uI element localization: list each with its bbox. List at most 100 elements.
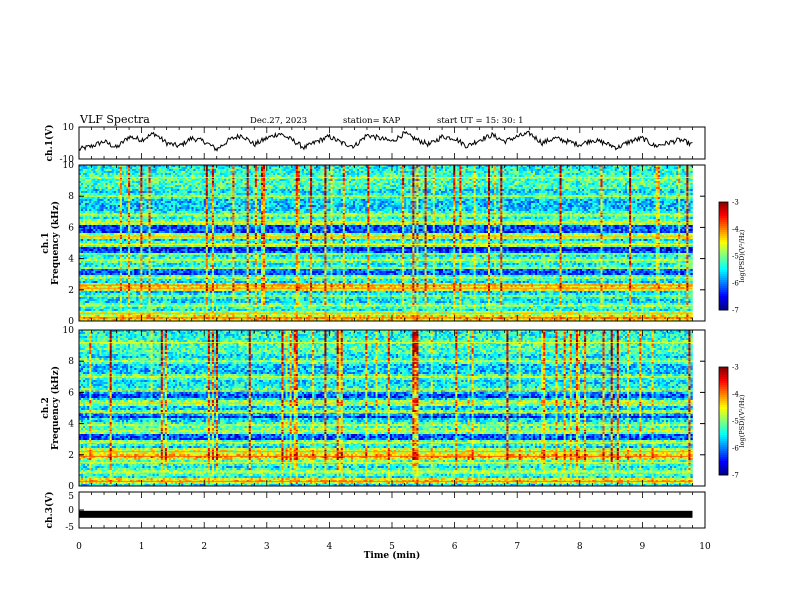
spectrogram-cell [637, 167, 639, 169]
spectrogram-cell [643, 167, 645, 169]
spectrogram-cell [598, 167, 600, 169]
spectrogram-cell [87, 167, 89, 169]
spectrogram-cell [402, 167, 404, 169]
spectrogram-cell [533, 167, 535, 169]
spectrogram-cell [120, 167, 122, 169]
spectrogram-cell [196, 167, 198, 169]
ch1-waveform-panel: 10 -10 ch.1(V) [44, 123, 705, 165]
ch1-ytick-top: 10 [63, 123, 75, 133]
spectrogram-cell [198, 167, 200, 169]
spectrogram-cell [656, 167, 658, 169]
spectrogram-cell [157, 167, 159, 169]
spectrogram-cell [513, 167, 515, 169]
spectrogram-cell [279, 167, 281, 169]
spectrogram-cell [371, 167, 373, 169]
spectrogram-cell [515, 167, 517, 169]
spectrogram-cell [537, 167, 539, 169]
spectrogram-cell [494, 167, 496, 169]
spectrogram-cell [99, 169, 101, 171]
station-label: station= KAP [343, 116, 401, 126]
spectrogram-cell [93, 169, 95, 171]
spectrogram-cell [234, 167, 236, 169]
spectrogram-cell [171, 167, 173, 169]
spectrogram-cell [635, 167, 637, 169]
spectrogram-cell [684, 167, 686, 169]
spectrogram-cell [134, 167, 136, 169]
spectrogram-cell [568, 167, 570, 169]
spectrogram-cell [159, 167, 161, 169]
spectrogram-cell [482, 167, 484, 169]
spectrogram-cell [570, 167, 572, 169]
spectrogram-cell [122, 167, 124, 169]
spectrogram-cell [222, 167, 224, 169]
spectrogram-cell [506, 167, 508, 169]
spectrogram-cell [349, 167, 351, 169]
spectrogram-cell [384, 167, 386, 169]
spectrogram-cell [175, 167, 177, 169]
spectrogram-cell [359, 167, 361, 169]
spectrogram-cell [208, 167, 210, 169]
spectrogram-cell [386, 167, 388, 169]
spectrogram-cell [627, 167, 629, 169]
spectrogram-cell [633, 167, 635, 169]
spectrogram-cell [302, 167, 304, 169]
spectrogram-cell [647, 167, 649, 169]
spectrogram-cell [455, 167, 457, 169]
spectrogram-cell [668, 167, 670, 169]
spectrogram-cell [249, 167, 251, 169]
spectrogram-cell [97, 169, 99, 171]
spectrogram-cell [584, 167, 586, 169]
spectrogram-cell [149, 169, 151, 171]
spectrogram-cell [682, 167, 684, 169]
spectrogram-cell [351, 167, 353, 169]
spectrogram-cell [437, 167, 439, 169]
spectrogram-cell [500, 167, 502, 169]
spectrogram-cell [326, 167, 328, 169]
spectrogram-cell [388, 167, 390, 169]
spectrogram-cell [144, 167, 146, 169]
spectrogram-cell [104, 169, 106, 171]
spectrogram-cell [226, 167, 228, 169]
spectrogram-cell [662, 167, 664, 169]
spectrogram-cell [594, 167, 596, 169]
spectrogram-cell [130, 167, 132, 169]
spectrogram-cell [146, 169, 148, 171]
spectrogram-cell [232, 167, 234, 169]
spectrogram-cell [101, 169, 103, 171]
spectrogram-cell [652, 167, 654, 169]
spectrogram-cell [202, 167, 204, 169]
spectrogram-cell [457, 167, 459, 169]
spectrogram-cell [126, 169, 128, 171]
spectrogram-cell [224, 167, 226, 169]
spectrogram-cell [423, 167, 425, 169]
spectrogram-cell [363, 167, 365, 169]
spectrogram-cell [376, 167, 378, 169]
spectrogram-cell [95, 169, 97, 171]
spectrogram-cell [463, 167, 465, 169]
spectrogram-cell [470, 167, 472, 169]
spectrogram-cell [394, 167, 396, 169]
spectrogram-cell [322, 167, 324, 169]
spectrogram-cell [576, 167, 578, 169]
spectrogram-cell [459, 167, 461, 169]
spectrogram-cell [210, 167, 212, 169]
spectrogram-cell [257, 167, 259, 169]
spectrogram-cell [245, 167, 247, 169]
spectrogram-cell [418, 167, 420, 169]
spectrogram-cell [134, 169, 136, 171]
spectrogram-cell [335, 167, 337, 169]
spectrogram-cell [85, 167, 87, 169]
spectrogram-cell [114, 169, 116, 171]
spectrogram-cell [527, 167, 529, 169]
spectrogram-cell [220, 167, 222, 169]
spectrogram-cell [670, 167, 672, 169]
spectrogram-cell [498, 167, 500, 169]
spectrogram-cell [239, 167, 241, 169]
spectrogram-cell [623, 167, 625, 169]
spectrogram-cell [132, 167, 134, 169]
spectrogram-cell [122, 169, 124, 171]
spectrogram-cell [95, 167, 97, 169]
spectrogram-cell [596, 167, 598, 169]
spectrogram-cell [398, 167, 400, 169]
spectrogram-cell [355, 167, 357, 169]
